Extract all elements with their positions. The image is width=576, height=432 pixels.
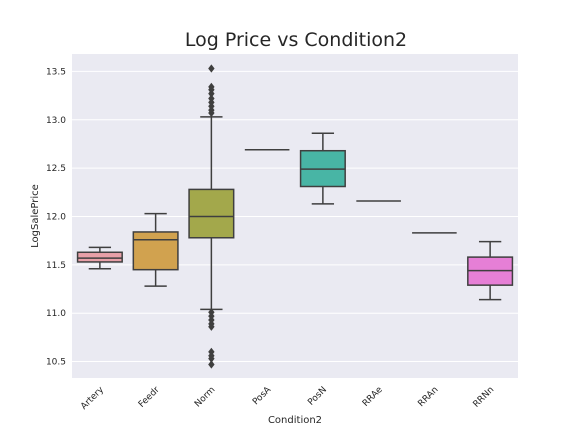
outlier-point bbox=[208, 360, 215, 369]
y-tick-label: 13.5 bbox=[46, 67, 66, 77]
x-axis-ticks: Artery Feedr Norm PosA PosN RRAe RRAn RRNn bbox=[79, 384, 496, 411]
x-tick-label: RRAn bbox=[416, 385, 440, 409]
box-rrnn bbox=[467, 240, 514, 301]
box-iqr bbox=[76, 251, 123, 263]
outlier-point bbox=[208, 322, 215, 331]
y-tick-label: 12.5 bbox=[46, 164, 66, 174]
box-iqr bbox=[132, 231, 179, 271]
box-artery bbox=[76, 246, 123, 270]
box-norm bbox=[188, 64, 235, 369]
y-tick-label: 11.0 bbox=[46, 309, 66, 319]
outlier-point bbox=[208, 354, 215, 363]
y-axis-label: LogSalePrice bbox=[30, 184, 41, 248]
y-tick-label: 12.0 bbox=[46, 212, 66, 222]
x-tick-label: Artery bbox=[79, 385, 106, 412]
x-tick-label: PosN bbox=[306, 385, 329, 408]
outlier-point bbox=[208, 64, 215, 73]
y-tick-label: 10.5 bbox=[46, 358, 66, 368]
chart-title: Log Price vs Condition2 bbox=[185, 29, 407, 51]
y-tick-label: 13.0 bbox=[46, 116, 66, 126]
x-tick-label: PosA bbox=[251, 384, 274, 407]
box-iqr bbox=[188, 188, 235, 239]
outlier-point bbox=[208, 94, 215, 103]
y-tick-label: 11.5 bbox=[46, 261, 66, 271]
x-axis-label: Condition2 bbox=[268, 415, 322, 426]
box-posn bbox=[299, 132, 346, 205]
x-tick-label: RRAe bbox=[361, 385, 385, 409]
x-tick-label: Norm bbox=[193, 385, 217, 409]
outlier-point bbox=[208, 82, 215, 92]
boxes bbox=[76, 64, 514, 369]
x-tick-label: RRNn bbox=[472, 385, 497, 410]
y-axis-ticks: 10.5 11.0 11.5 12.0 12.5 13.0 13.5 bbox=[46, 67, 66, 367]
x-tick-label: Feedr bbox=[137, 385, 162, 410]
box-feedr bbox=[132, 212, 179, 287]
